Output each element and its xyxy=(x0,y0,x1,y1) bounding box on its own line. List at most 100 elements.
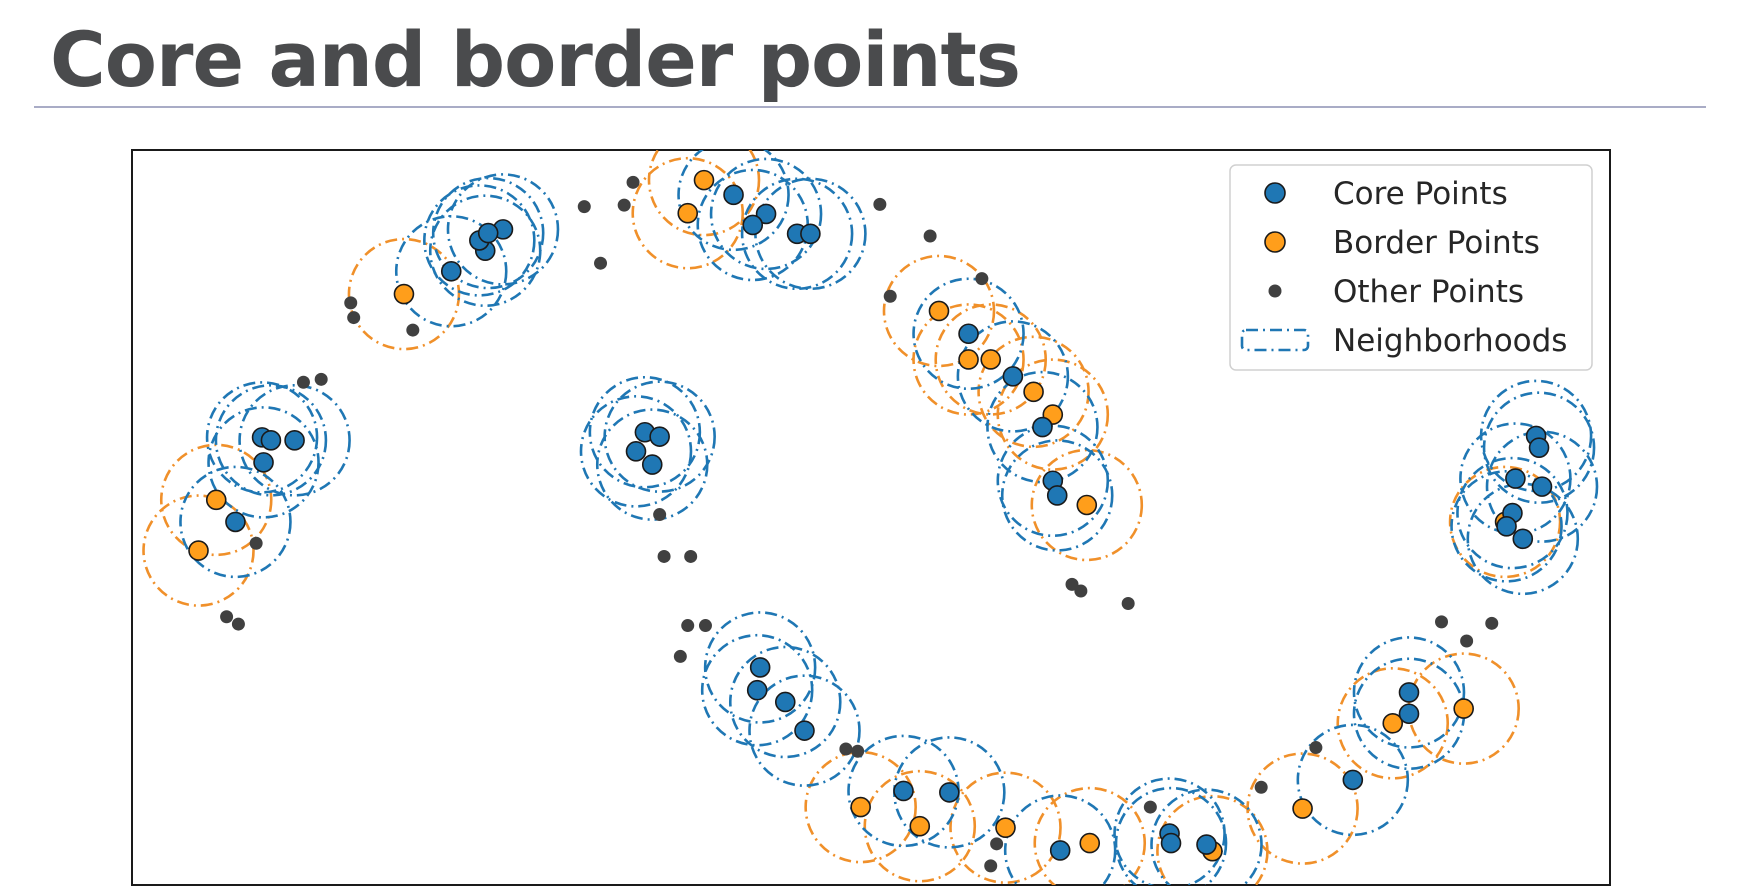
other-point xyxy=(1254,780,1268,794)
core-neighborhood-circle xyxy=(205,381,319,494)
core-neighborhood-circle xyxy=(1150,788,1263,885)
core-point xyxy=(1160,832,1182,854)
core-neighborhood-circle xyxy=(423,184,536,297)
other-point xyxy=(1460,634,1474,648)
core-neighborhood-circle xyxy=(588,375,702,489)
core-neighborhood-circle xyxy=(603,380,716,493)
core-point xyxy=(641,454,663,475)
border-neighborhood-circle xyxy=(347,237,461,351)
other-point xyxy=(314,372,328,386)
border-neighborhood-circle xyxy=(647,150,761,237)
other-point xyxy=(347,311,361,325)
border-point xyxy=(909,815,931,837)
core-point xyxy=(260,430,282,451)
other-point xyxy=(984,859,998,873)
other-point xyxy=(1435,615,1449,629)
border-point xyxy=(205,489,227,511)
other-point xyxy=(1074,584,1088,598)
other-point xyxy=(839,742,853,756)
other-point xyxy=(684,549,698,563)
core-neighborhood-circle xyxy=(703,611,817,724)
core-point xyxy=(1046,485,1068,506)
legend-symbol-other xyxy=(1268,284,1282,298)
core-neighborhood-circle xyxy=(912,277,1025,391)
core-neighborhood-circle xyxy=(1352,636,1466,749)
core-point xyxy=(1528,437,1550,458)
core-point xyxy=(625,441,647,462)
core-neighborhood-circle xyxy=(394,214,508,328)
border-neighborhood-circle xyxy=(977,335,1090,449)
legend-label-border: Border Points xyxy=(1333,225,1540,261)
core-point xyxy=(1002,366,1024,387)
core-point xyxy=(774,691,796,713)
core-neighborhood-circle xyxy=(1482,391,1596,504)
border-neighborhood-circle xyxy=(1336,666,1450,780)
border-neighborhood-circle xyxy=(882,254,996,368)
other-point xyxy=(594,256,608,270)
border-point xyxy=(958,349,979,370)
core-neighborhood-circle xyxy=(700,633,814,747)
border-point xyxy=(1382,712,1404,734)
other-point xyxy=(873,197,887,211)
border-point xyxy=(850,796,871,818)
title-divider xyxy=(34,106,1706,108)
core-point xyxy=(939,782,960,803)
core-neighborhood-circle xyxy=(579,395,693,508)
core-point xyxy=(1505,468,1526,489)
other-point xyxy=(883,289,897,303)
core-neighborhood-circle xyxy=(238,384,351,497)
core-point xyxy=(1531,476,1553,497)
core-neighborhood-circle xyxy=(207,406,320,519)
other-point xyxy=(923,229,937,243)
other-point xyxy=(1485,616,1499,630)
core-neighborhood-circle xyxy=(1000,439,1114,552)
border-point xyxy=(1076,494,1098,516)
other-point xyxy=(653,508,667,522)
core-neighborhood-circle xyxy=(1459,422,1572,535)
core-neighborhood-circle xyxy=(956,320,1070,433)
other-point xyxy=(990,837,1004,851)
other-point xyxy=(220,610,234,624)
border-point xyxy=(928,300,950,322)
border-point xyxy=(1023,381,1044,403)
border-point xyxy=(980,349,1002,370)
core-point xyxy=(749,657,771,678)
border-neighborhood-circle xyxy=(949,771,1062,884)
other-point xyxy=(231,617,245,631)
core-neighborhood-circle xyxy=(709,157,823,271)
core-point xyxy=(1496,516,1517,537)
other-point xyxy=(626,175,640,189)
core-point xyxy=(746,679,768,701)
core-point xyxy=(1342,769,1364,791)
legend-symbol-border xyxy=(1264,231,1286,253)
border-neighborhood-circle xyxy=(159,443,273,557)
core-point xyxy=(1196,834,1217,855)
border-point xyxy=(1292,798,1313,819)
core-point xyxy=(800,223,821,245)
border-point xyxy=(995,817,1016,838)
legend-label-neighborhood: Neighborhoods xyxy=(1333,323,1567,359)
core-point xyxy=(440,260,462,282)
other-point xyxy=(617,198,631,212)
core-point xyxy=(893,780,914,802)
other-point xyxy=(681,619,695,633)
core-point xyxy=(477,222,499,244)
other-point xyxy=(296,375,310,389)
other-point xyxy=(657,549,671,563)
legend-symbol-neighborhood xyxy=(1240,328,1310,352)
legend: Core Points Border Points Other Points Neig… xyxy=(1229,164,1593,371)
border-neighborhood-circle xyxy=(912,303,1025,416)
border-point xyxy=(677,202,699,224)
core-point xyxy=(755,203,777,225)
border-point xyxy=(693,169,715,191)
core-neighborhood-circle xyxy=(740,177,854,291)
core-neighborhood-circle xyxy=(214,384,328,497)
core-point xyxy=(958,323,979,345)
core-point xyxy=(723,184,744,206)
core-point xyxy=(1032,416,1053,438)
other-point xyxy=(673,649,687,663)
neighborhood-layer xyxy=(142,150,1599,885)
core-point xyxy=(1398,682,1420,703)
core-neighborhood-circle xyxy=(1003,794,1117,885)
